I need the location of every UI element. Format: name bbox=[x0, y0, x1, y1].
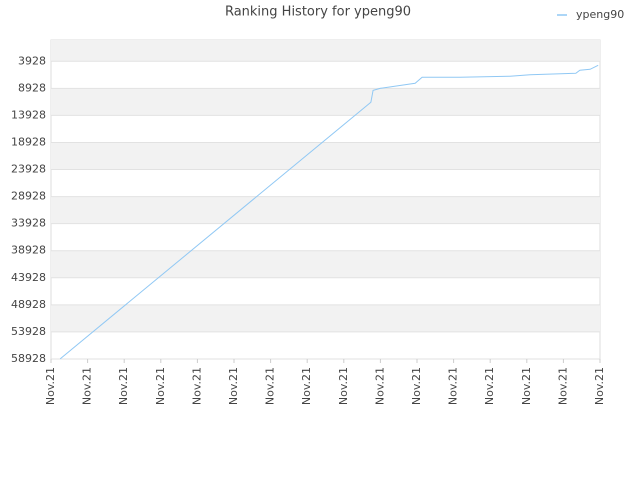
y-tick-label: 3928 bbox=[18, 54, 46, 67]
x-tick-label: Nov.21 bbox=[227, 367, 240, 405]
legend-label: ypeng90 bbox=[576, 8, 624, 21]
x-tick-label: Nov.21 bbox=[410, 367, 423, 405]
x-tick-label: Nov.21 bbox=[447, 367, 460, 405]
grid-band bbox=[51, 142, 600, 170]
x-tick-label: Nov.21 bbox=[593, 367, 606, 405]
y-tick-label: 23928 bbox=[11, 163, 46, 176]
y-tick-label: 18928 bbox=[11, 135, 46, 148]
x-tick-label: Nov.21 bbox=[117, 367, 130, 405]
x-tick-label: Nov.21 bbox=[300, 367, 313, 405]
y-tick-label: 8928 bbox=[18, 81, 46, 94]
x-tick-label: Nov.21 bbox=[556, 367, 569, 405]
x-tick-label: Nov.21 bbox=[190, 367, 203, 405]
y-tick-label: 48928 bbox=[11, 298, 46, 311]
grid-band bbox=[51, 304, 600, 332]
y-tick-label: 43928 bbox=[11, 271, 46, 284]
grid-band bbox=[51, 40, 600, 62]
x-tick-label: Nov.21 bbox=[373, 367, 386, 405]
y-tick-label: 28928 bbox=[11, 190, 46, 203]
x-tick-label: Nov.21 bbox=[44, 367, 57, 405]
y-tick-label: 33928 bbox=[11, 217, 46, 230]
y-tick-label: 13928 bbox=[11, 108, 46, 121]
y-tick-label: 58928 bbox=[11, 352, 46, 365]
grid-band bbox=[51, 88, 600, 116]
x-tick-label: Nov.21 bbox=[520, 367, 533, 405]
line bbox=[59, 64, 599, 360]
grid-band bbox=[51, 250, 600, 278]
grid-band bbox=[51, 196, 600, 224]
y-tick-label: 53928 bbox=[11, 325, 46, 338]
y-tick-label: 38928 bbox=[11, 244, 46, 257]
x-tick-label: Nov.21 bbox=[154, 367, 167, 405]
x-tick-label: Nov.21 bbox=[264, 367, 277, 405]
x-tick-label: Nov.21 bbox=[81, 367, 94, 405]
x-tick-label: Nov.21 bbox=[483, 367, 496, 405]
chart-title: Ranking History for ypeng90 bbox=[225, 5, 411, 20]
x-tick-label: Nov.21 bbox=[337, 367, 350, 405]
